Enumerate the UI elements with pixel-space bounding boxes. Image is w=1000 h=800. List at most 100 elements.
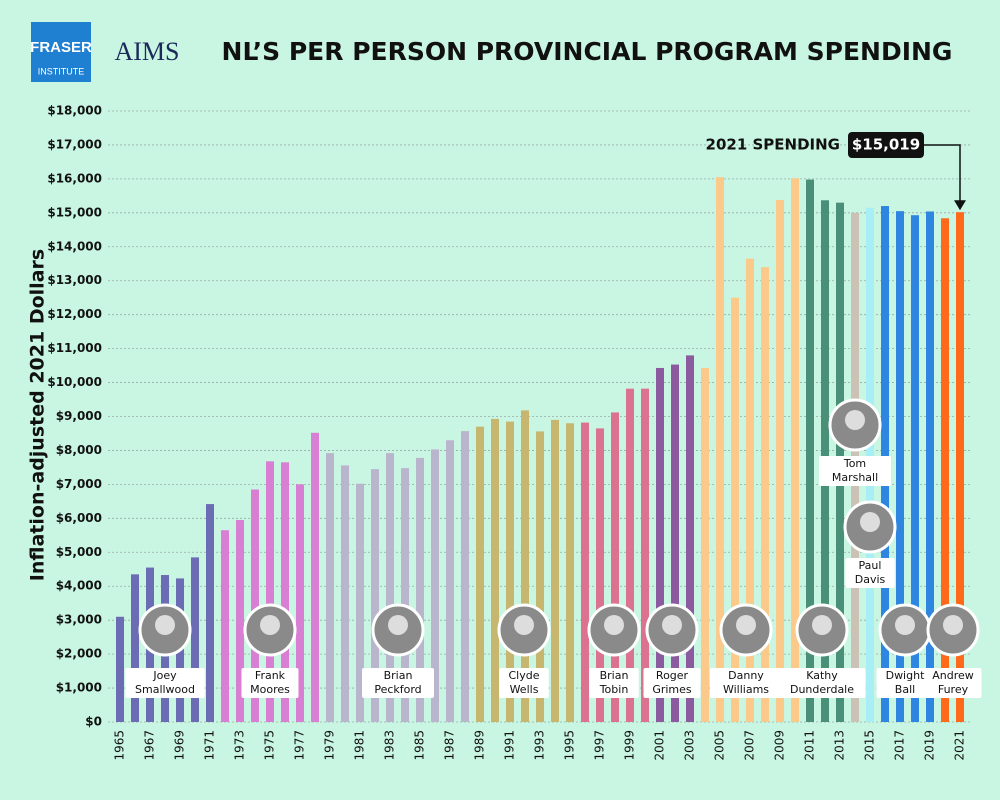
bar (716, 177, 724, 723)
premier-label: Frank (255, 669, 286, 682)
bar (461, 431, 469, 722)
bar (656, 367, 664, 722)
premier-label: Grimes (652, 683, 692, 696)
x-tick-label: 1983 (383, 730, 397, 761)
fraser-logo (31, 22, 91, 82)
bar (776, 199, 784, 722)
premier-label-box (499, 668, 549, 698)
chart-title: NL’S PER PERSON PROVINCIAL PROGRAM SPEND… (222, 37, 953, 66)
premier-label-box (924, 668, 982, 698)
bar (701, 367, 709, 722)
bar (281, 462, 289, 722)
premier-label: Brian (384, 669, 413, 682)
bar (596, 428, 604, 722)
y-tick-label: $16,000 (47, 171, 102, 185)
x-tick-label: 2021 (953, 730, 967, 761)
x-tick-label: 1987 (443, 730, 457, 761)
x-tick-label: 2017 (893, 730, 907, 761)
premier-photo-head (604, 615, 624, 635)
bar (641, 388, 649, 722)
x-tick-label: 1979 (323, 730, 337, 761)
bar (476, 426, 484, 722)
value-label-box (848, 132, 924, 158)
y-tick-label: $15,000 (47, 205, 102, 219)
x-tick-label: 1995 (563, 730, 577, 761)
premier-label-box (589, 668, 639, 698)
bar (311, 432, 319, 722)
premier-label-box (362, 668, 434, 698)
premier-label: Wells (510, 683, 539, 696)
bar (251, 489, 259, 722)
bar (401, 468, 409, 722)
premier-photo-head (388, 615, 408, 635)
x-tick-label: 1989 (473, 730, 487, 761)
bar (941, 218, 949, 722)
aims-logo: AIMS (114, 37, 179, 66)
y-tick-label: $0 (85, 715, 102, 729)
premier-photo-head (662, 615, 682, 635)
premier-label-box (710, 668, 782, 698)
bar (221, 530, 229, 722)
x-tick-label: 1999 (623, 730, 637, 761)
premier-label-box (876, 668, 934, 698)
bar (761, 267, 769, 722)
premier-photo-head (845, 410, 865, 430)
fraser-logo-sub: INSTITUTE (38, 66, 85, 76)
bar (491, 418, 499, 722)
callout-arrowhead (954, 200, 966, 211)
bar (446, 440, 454, 722)
premier-label-box (241, 668, 299, 698)
y-tick-label: $8,000 (56, 443, 102, 457)
x-tick-label: 2003 (683, 730, 697, 761)
x-tick-label: 1969 (173, 730, 187, 761)
bar (731, 297, 739, 722)
y-tick-label: $9,000 (56, 409, 102, 423)
premier-label-box (125, 668, 205, 698)
premier-label-box (819, 456, 891, 486)
bar (926, 211, 934, 722)
bar (191, 557, 199, 722)
fraser-logo-text: FRASER (30, 39, 92, 56)
x-tick-label: 1997 (593, 730, 607, 761)
x-tick-label: 1985 (413, 730, 427, 761)
premier-label-box (845, 558, 895, 588)
x-tick-label: 1973 (233, 730, 247, 761)
x-tick-label: 1975 (263, 730, 277, 761)
bar (341, 465, 349, 722)
y-tick-label: $1,000 (56, 681, 102, 695)
bar (326, 453, 334, 722)
premier-label: Danny (728, 669, 764, 682)
y-tick-label: $2,000 (56, 647, 102, 661)
bar (746, 258, 754, 722)
bar (536, 431, 544, 722)
bar (296, 484, 304, 722)
x-tick-label: 2013 (833, 730, 847, 761)
premier-photo-head (514, 615, 534, 635)
bar (581, 422, 589, 722)
bar (266, 461, 274, 722)
premier-label: Andrew (932, 669, 974, 682)
bar (791, 178, 799, 722)
y-tick-label: $14,000 (47, 239, 102, 253)
x-tick-label: 1981 (353, 730, 367, 761)
x-tick-label: 2005 (713, 730, 727, 761)
x-tick-label: 2011 (803, 730, 817, 761)
premier-photo-head (736, 615, 756, 635)
premier-label-box (778, 668, 866, 698)
premier-label: Clyde (509, 669, 540, 682)
premier-photo-head (155, 615, 175, 635)
y-tick-label: $17,000 (47, 137, 102, 151)
premier-label: Ball (895, 683, 915, 696)
x-tick-label: 2001 (653, 730, 667, 761)
y-tick-label: $18,000 (47, 104, 102, 118)
x-tick-label: 2015 (863, 730, 877, 761)
premier-label: Roger (656, 669, 689, 682)
bar (236, 520, 244, 722)
premier-photo-head (943, 615, 963, 635)
bar (131, 574, 139, 722)
premier-label: Peckford (374, 683, 421, 696)
x-tick-label: 1993 (533, 730, 547, 761)
y-tick-label: $13,000 (47, 273, 102, 287)
bar (551, 419, 559, 722)
x-tick-label: 1967 (143, 730, 157, 761)
